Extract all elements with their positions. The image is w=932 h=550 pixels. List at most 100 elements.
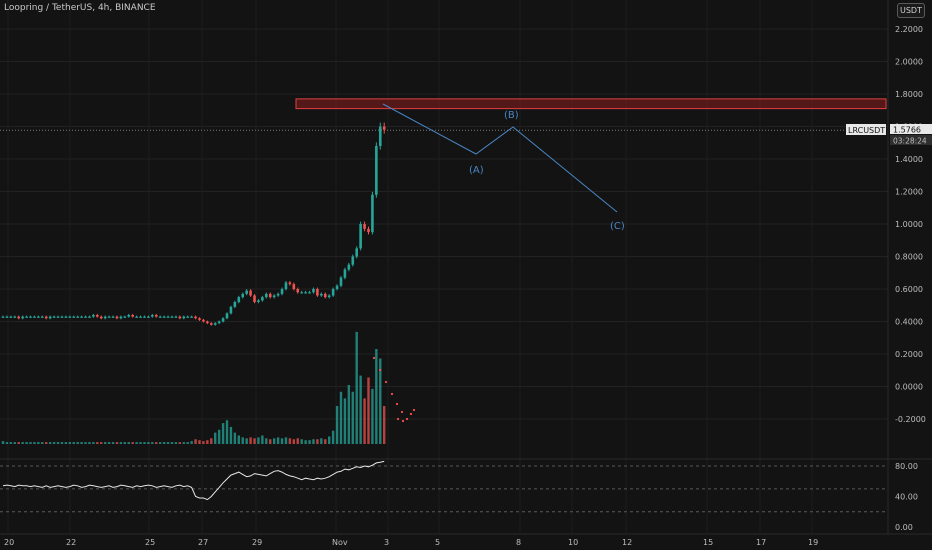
price-axis[interactable]: 2.20002.00001.80001.60001.40001.20001.00… [895,25,926,532]
volume-bar [308,440,311,444]
candle-body [371,194,374,233]
time-tick-label: 17 [756,538,766,547]
candle-body [245,290,248,294]
volume-bar [233,432,237,444]
candlestick-series [1,122,386,326]
volume-bar [37,442,40,444]
candle-body [304,292,307,294]
volume-bar [217,429,221,444]
resistance-rect [295,98,887,110]
candle-body [80,316,83,318]
volume-bar [269,439,272,444]
time-tick-label: 3 [384,538,389,547]
volume-bar [324,439,327,444]
annotation-dot [384,380,388,384]
volume-bar [320,438,323,444]
volume-bar [48,442,52,444]
pair-title: Loopring / TetherUS, 4h, BINANCE [4,3,156,13]
candle-body [359,224,362,249]
candle-body [174,316,178,318]
candle-body [25,316,28,318]
currency-button[interactable]: USDT [897,3,925,18]
volume-bar [316,439,319,444]
candle-body [115,316,119,319]
candle-body [170,316,174,318]
volume-bar [127,442,130,444]
candle-body [284,282,288,289]
wave-label-a: (A) [469,165,484,176]
candle-body [41,316,44,318]
candle-body [158,316,162,318]
volume-bar [327,436,331,444]
volume-bar [123,442,127,444]
candle-body [367,228,370,233]
candle-body [1,316,5,318]
volume-bar [182,442,185,444]
volume-bar [186,442,189,444]
candle-body [339,277,343,286]
annotation-dot [409,412,413,416]
wave-label-c: (C) [610,221,625,232]
candle-body [21,316,24,319]
volume-bar [371,388,374,444]
time-tick-label: 22 [66,538,76,547]
candle-body [13,316,17,318]
volume-bar [359,375,362,444]
candle-body [323,293,327,298]
volume-bar [288,438,292,444]
volume-bar [100,442,103,444]
volume-bar [131,442,134,444]
time-tick-label: 27 [198,538,208,547]
rsi-line [2,460,385,501]
volume-bar [1,441,5,444]
time-tick-label: 15 [703,538,713,547]
price-tick-label: 1.8000 [895,90,923,99]
time-axis[interactable]: 20 22 25 27 29 Nov 3 5 8 10 12 15 17 19 [4,538,818,547]
volume-bar [159,442,162,444]
candle-body [33,316,36,318]
volume-bar [72,442,75,444]
volume-bar [88,442,91,444]
candle-body [316,289,319,296]
volume-bar [52,442,56,444]
time-tick-label: 20 [4,538,14,547]
candle-body [151,315,154,317]
volume-bar [363,398,366,444]
annotation-dot [412,408,416,412]
volume-bar [331,430,335,444]
candle-body [253,295,256,302]
time-tick-label: 12 [622,538,632,547]
time-tick-label: 29 [252,538,262,547]
volume-bar [115,442,119,444]
volume-bar [367,377,370,444]
volume-bar [135,442,138,444]
volume-bar [241,437,244,444]
volume-bar [355,331,358,444]
candle-body [143,316,146,318]
symbol-tag-bg [846,124,886,135]
volume-bar [245,438,248,444]
candle-body [5,316,9,318]
candle-body [217,321,221,324]
candle-body [139,316,142,318]
annotation-dot [390,392,394,396]
rsi-tick-label: 80.00 [895,462,918,471]
candle-body [166,316,170,318]
volume-bar [190,441,193,444]
volume-bar [304,440,307,444]
volume-bar [335,406,339,444]
volume-bar [214,432,217,444]
volume-bar [296,438,299,444]
volume-bar [198,440,201,444]
elliott-wave-projection[interactable]: (A) (B) (C) [372,103,625,423]
candle-body [147,316,150,318]
candle-body [378,126,382,146]
volume-bar [111,442,115,444]
candle-body [56,316,60,318]
time-tick-label: 19 [808,538,818,547]
volume-bar [76,442,79,444]
candle-body [296,289,300,293]
volume-bar [68,442,72,444]
candle-body [375,146,378,195]
